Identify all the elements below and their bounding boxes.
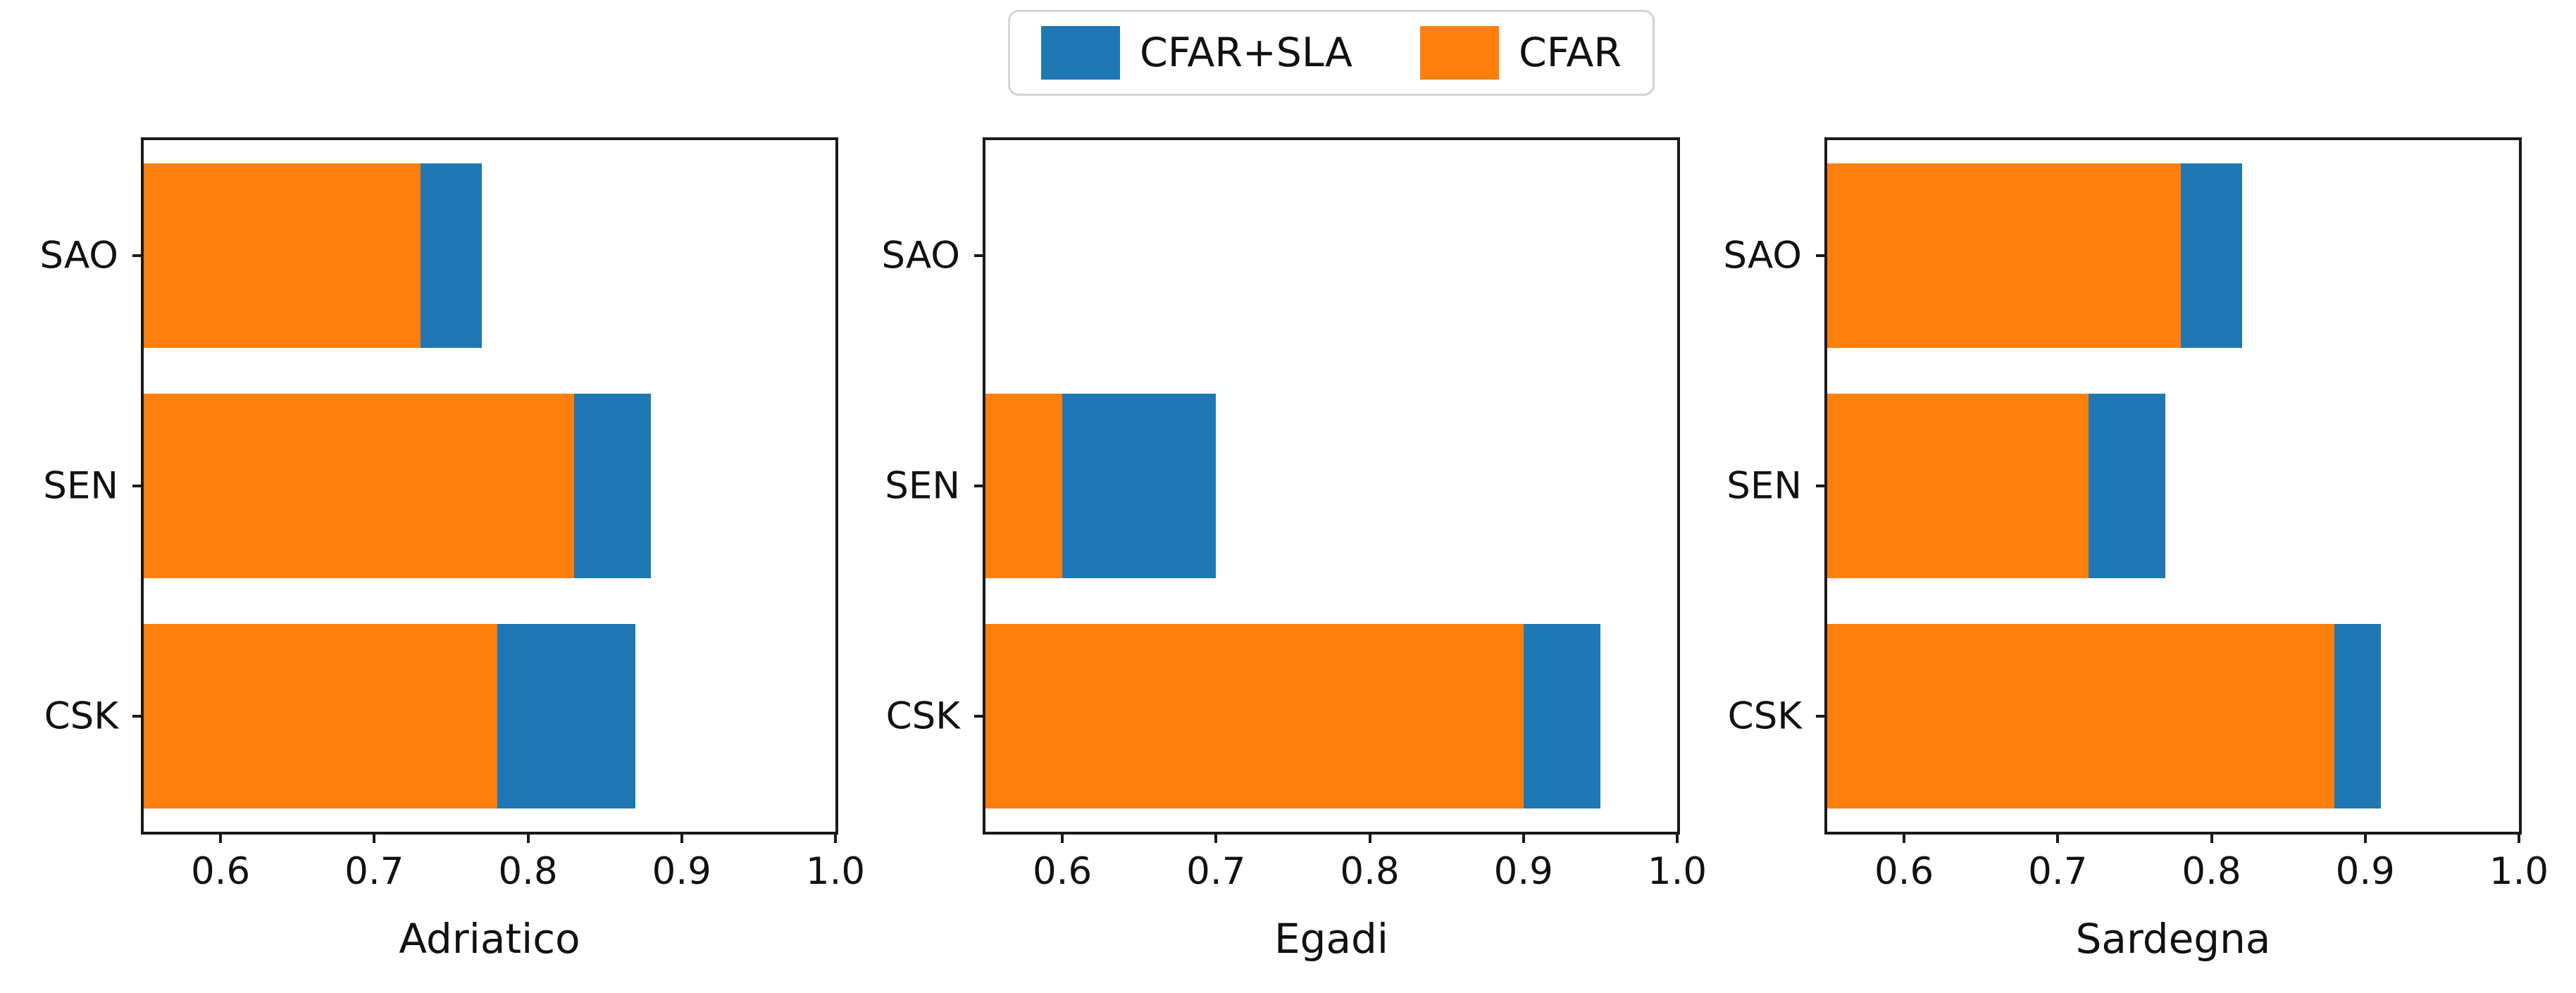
x-tick-label: 0.7 (1186, 850, 1246, 893)
y-tick-label-csk: CSK (44, 694, 118, 738)
y-tick-mark (132, 715, 144, 718)
x-tick-mark (680, 832, 683, 843)
bar-cfar (144, 624, 497, 809)
bar-cfar (1827, 163, 2181, 348)
x-tick-mark (2363, 832, 2367, 843)
x-tick-label: 0.7 (2028, 850, 2088, 893)
y-tick-label-sen: SEN (885, 464, 960, 508)
x-tick-mark (373, 832, 376, 843)
x-tick-mark (526, 832, 530, 843)
x-tick-label: 0.8 (498, 850, 558, 893)
x-tick-mark (1061, 832, 1064, 843)
subplot-adriatico: SAO SEN CSK 0.6 0.7 0.8 0.9 1.0 Adriatico (39, 137, 865, 963)
x-tick-label: 0.6 (1032, 850, 1093, 893)
x-axis-label-sardegna: Sardegna (2075, 915, 2271, 963)
legend-label-cfar: CFAR (1519, 29, 1622, 76)
legend-swatch-cfar-icon (1420, 26, 1499, 80)
y-tick-label-sen: SEN (43, 464, 118, 508)
bar-cfar (144, 394, 575, 578)
x-tick-label: 0.8 (1340, 850, 1400, 893)
bar-row-sao (1827, 163, 2519, 348)
x-tick-mark (1903, 832, 1906, 843)
y-tick-mark (132, 254, 144, 257)
x-tick-mark (219, 832, 223, 843)
x-tick-mark (1676, 832, 1679, 843)
x-tick-mark (1522, 832, 1525, 843)
x-tick-label: 0.9 (2335, 850, 2395, 893)
x-tick-mark (834, 832, 837, 843)
x-axis-label-egadi: Egadi (1274, 915, 1388, 963)
y-tick-label-sen: SEN (1726, 464, 1802, 508)
x-tick-label: 1.0 (2489, 850, 2549, 893)
bar-row-sen (985, 394, 1677, 578)
legend-item-cfar: CFAR (1420, 26, 1622, 80)
y-tick-label-csk: CSK (885, 694, 960, 738)
y-tick-mark (1816, 254, 1827, 257)
x-tick-mark (2210, 832, 2213, 843)
bar-cfar (144, 163, 421, 348)
x-tick-label: 0.9 (652, 850, 711, 893)
y-tick-label-sao: SAO (881, 234, 960, 277)
y-tick-mark (974, 715, 985, 718)
x-tick-label: 0.6 (190, 850, 251, 893)
x-tick-label: 1.0 (805, 850, 866, 893)
y-tick-mark (132, 485, 144, 487)
x-axis-label-adriatico: Adriatico (399, 915, 580, 963)
x-tick-label: 0.9 (1493, 850, 1553, 893)
x-tick-mark (2518, 832, 2520, 843)
x-tick-mark (1368, 832, 1371, 843)
x-tick-label: 0.8 (2182, 850, 2241, 893)
subplot-sardegna: SAO SEN CSK 0.6 0.7 0.8 0.9 1.0 Sardegna (1723, 137, 2549, 963)
bar-row-csk (985, 624, 1677, 809)
y-tick-mark (1816, 715, 1827, 718)
bar-row-sen (1827, 394, 2519, 578)
x-tick-label: 0.6 (1874, 850, 1934, 893)
x-tick-mark (1214, 832, 1218, 843)
bar-row-csk (1827, 624, 2519, 809)
legend-label-cfar-sla: CFAR+SLA (1140, 29, 1352, 76)
y-tick-mark (974, 254, 985, 257)
x-tick-label: 1.0 (1647, 850, 1707, 893)
x-tick-label: 0.7 (344, 850, 404, 893)
plot-area-sardegna: SAO SEN CSK 0.6 0.7 0.8 0.9 1.0 (1723, 137, 2549, 893)
legend-swatch-cfar-sla-icon (1041, 26, 1121, 80)
bar-cfar (1827, 624, 2335, 809)
bar-row-csk (144, 624, 835, 809)
subplot-egadi: SAO SEN CSK 0.6 0.7 0.8 0.9 1.0 Egadi (881, 137, 1707, 963)
legend: CFAR+SLA CFAR (1008, 10, 1655, 96)
y-tick-label-csk: CSK (1727, 694, 1802, 738)
legend-item-cfar-sla: CFAR+SLA (1041, 26, 1352, 80)
y-tick-label-sao: SAO (1723, 234, 1802, 277)
bar-row-sao (144, 163, 835, 348)
bar-cfar (985, 394, 1063, 578)
bar-cfar (985, 624, 1524, 809)
x-tick-mark (2056, 832, 2060, 843)
bar-cfar (1827, 394, 2089, 578)
y-tick-mark (974, 485, 985, 487)
y-tick-label-sao: SAO (39, 234, 118, 277)
y-tick-mark (1816, 485, 1827, 487)
bar-row-sao (985, 163, 1677, 348)
plot-area-adriatico: SAO SEN CSK 0.6 0.7 0.8 0.9 1.0 (39, 137, 865, 893)
bar-row-sen (144, 394, 835, 578)
plot-area-egadi: SAO SEN CSK 0.6 0.7 0.8 0.9 1.0 (881, 137, 1707, 893)
